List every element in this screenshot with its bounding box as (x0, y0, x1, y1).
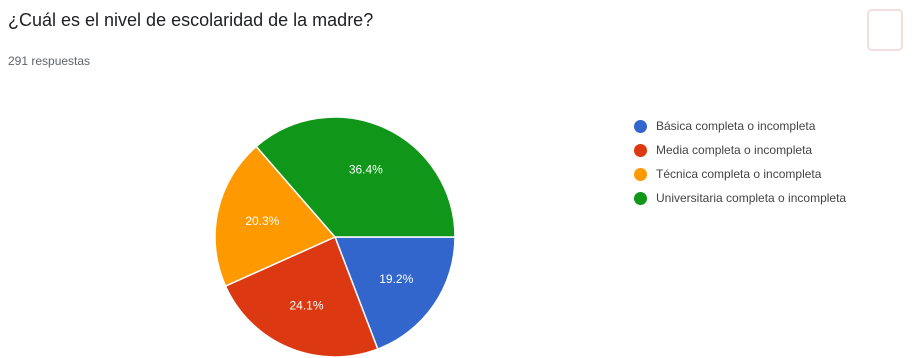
slice-label: 36.4% (349, 162, 383, 176)
pie-slice[interactable] (214, 145, 337, 288)
legend-item[interactable]: Técnica completa o incompleta (634, 164, 846, 184)
legend-swatch (634, 191, 647, 205)
slice-label: 19.2% (379, 272, 413, 286)
legend-label: Técnica completa o incompleta (656, 167, 822, 181)
pie-slice[interactable] (333, 236, 456, 351)
legend-item[interactable]: Media completa o incompleta (634, 140, 846, 160)
legend-item[interactable]: Universitaria completa o incompleta (634, 188, 846, 208)
legend-swatch (634, 143, 647, 157)
legend-label: Básica completa o incompleta (656, 119, 816, 133)
legend-label: Universitaria completa o incompleta (656, 191, 847, 205)
slice-label: 24.1% (290, 299, 324, 313)
legend-label: Media completa o incompleta (656, 143, 813, 157)
legend-swatch (634, 167, 647, 181)
slice-label: 20.3% (245, 214, 279, 228)
response-count: 291 respuestas (8, 54, 91, 68)
legend-swatch (634, 119, 647, 133)
pie-slice[interactable] (224, 235, 379, 358)
pie-slice[interactable] (255, 116, 456, 238)
copy-chart-icon[interactable] (858, 2, 914, 58)
chart-legend: Básica completa o incompleta Media compl… (634, 116, 846, 212)
legend-item[interactable]: Básica completa o incompleta (634, 116, 846, 136)
question-title: ¿Cuál es el nivel de escolaridad de la m… (8, 10, 374, 30)
